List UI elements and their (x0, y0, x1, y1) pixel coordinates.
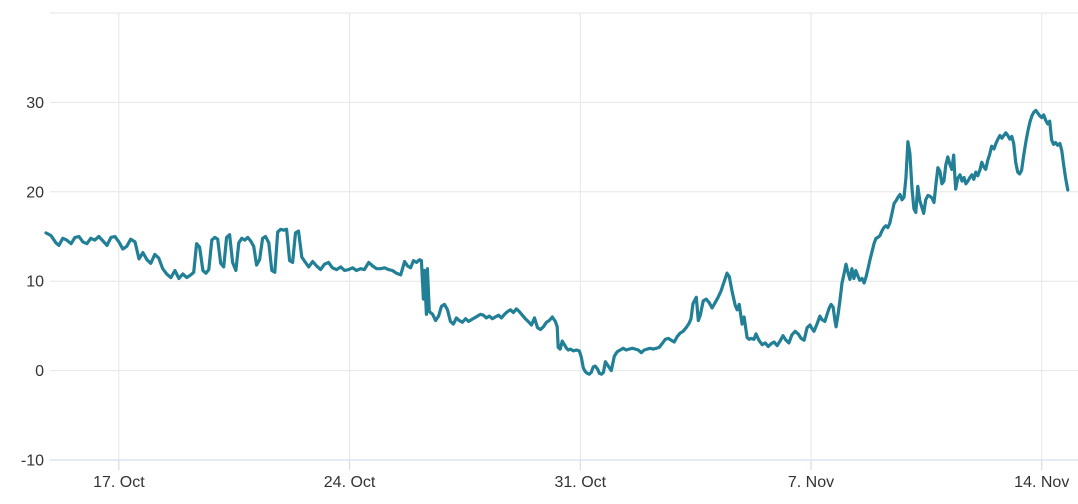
y-tick-label: 20 (26, 184, 44, 201)
x-tick-label: 31. Oct (555, 474, 607, 491)
x-tick-label: 14. Nov (1014, 474, 1069, 491)
y-tick-label: 0 (35, 363, 44, 380)
y-tick-label: 10 (26, 274, 44, 291)
x-tick-label: 7. Nov (788, 474, 834, 491)
y-tick-label: -10 (21, 453, 44, 470)
series-line[interactable] (44, 108, 1070, 376)
y-tick-label: 30 (26, 95, 44, 112)
x-tick-label: 24. Oct (324, 474, 376, 491)
x-tick-label: 17. Oct (93, 474, 145, 491)
